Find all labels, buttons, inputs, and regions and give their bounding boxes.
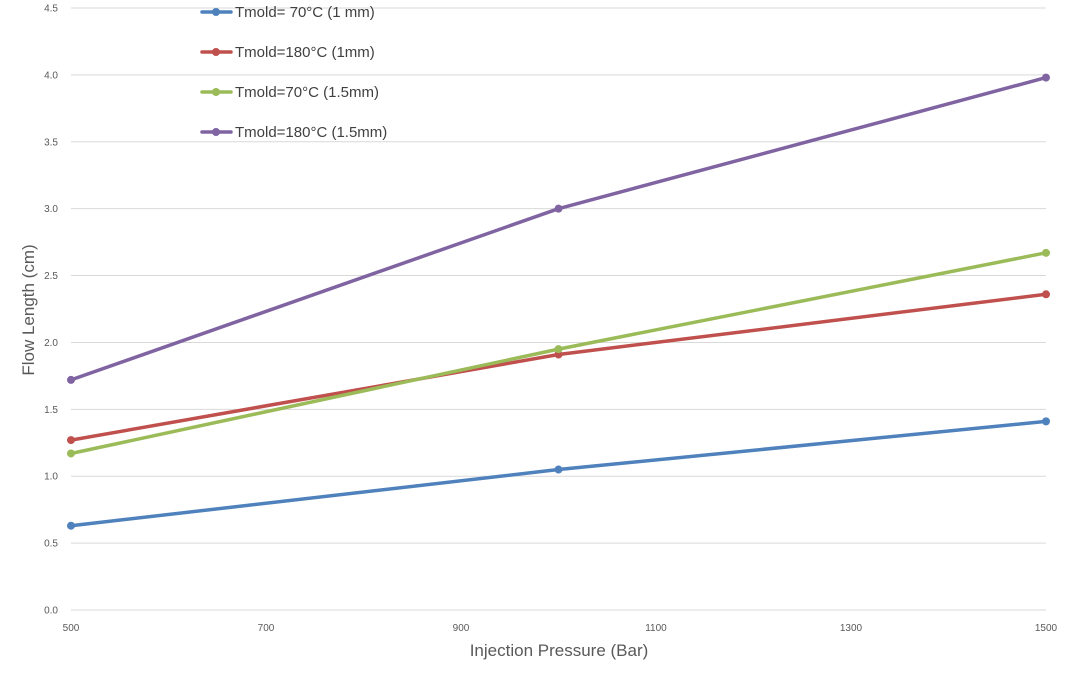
x-axis-title: Injection Pressure (Bar) [470, 641, 649, 660]
y-tick-label: 3.0 [44, 204, 58, 215]
y-tick-label: 1.0 [44, 472, 58, 483]
data-point [554, 465, 563, 474]
series-line [69, 419, 1048, 528]
y-tick-label: 0.5 [44, 539, 58, 550]
legend-item: Tmold=180°C (1mm) [200, 44, 375, 61]
series-line [69, 75, 1048, 382]
data-point [1042, 290, 1050, 299]
x-axis-ticks: 500 700 900 1100 1300 1500 [63, 623, 1058, 634]
x-tick-label: 1300 [840, 623, 863, 634]
legend: Tmold= 70°C (1 mm) Tmold=180°C (1mm) Tmold… [200, 4, 387, 141]
y-axis-ticks: 0.0 0.5 1.0 1.5 2.0 2.5 3.0 3.5 4.0 4.5 [44, 4, 58, 617]
legend-item: Tmold= 70°C (1 mm) [200, 4, 375, 21]
y-tick-label: 3.5 [44, 137, 58, 148]
x-tick-label: 1100 [645, 623, 667, 634]
data-point [1042, 248, 1050, 257]
legend-swatch-marker [212, 8, 220, 16]
data-point [67, 521, 75, 530]
y-tick-label: 2.0 [44, 338, 58, 349]
legend-swatch-marker [212, 128, 220, 136]
y-tick-label: 2.5 [44, 271, 58, 282]
data-point [554, 204, 563, 213]
data-point [554, 345, 563, 354]
legend-label: Tmold= 70°C (1 mm) [235, 4, 375, 21]
series-group [67, 73, 1050, 530]
x-tick-label: 700 [258, 623, 275, 634]
series-line [69, 292, 1048, 442]
data-point [67, 375, 75, 384]
series-4 [67, 73, 1050, 384]
x-tick-label: 900 [453, 623, 470, 634]
y-tick-label: 4.5 [44, 4, 58, 15]
legend-label: Tmold=180°C (1mm) [235, 44, 375, 61]
y-tick-label: 0.0 [44, 606, 58, 617]
legend-item: Tmold=180°C (1.5mm) [200, 124, 387, 141]
series-1 [67, 417, 1050, 530]
grid [71, 7, 1046, 611]
legend-swatch-marker [212, 48, 220, 56]
series-2 [67, 290, 1050, 445]
data-point [1042, 417, 1050, 426]
data-point [67, 436, 75, 445]
y-tick-label: 4.0 [44, 70, 58, 81]
legend-label: Tmold=180°C (1.5mm) [235, 124, 387, 141]
data-point [67, 449, 75, 458]
y-tick-label: 1.5 [44, 405, 58, 416]
x-tick-label: 1500 [1035, 623, 1058, 634]
legend-item: Tmold=70°C (1.5mm) [200, 84, 379, 101]
legend-swatch-marker [212, 88, 220, 96]
series-3 [67, 248, 1050, 458]
data-point [1042, 73, 1050, 82]
x-tick-label: 500 [63, 623, 80, 634]
legend-label: Tmold=70°C (1.5mm) [235, 84, 379, 101]
y-axis-title: Flow Length (cm) [19, 244, 38, 375]
